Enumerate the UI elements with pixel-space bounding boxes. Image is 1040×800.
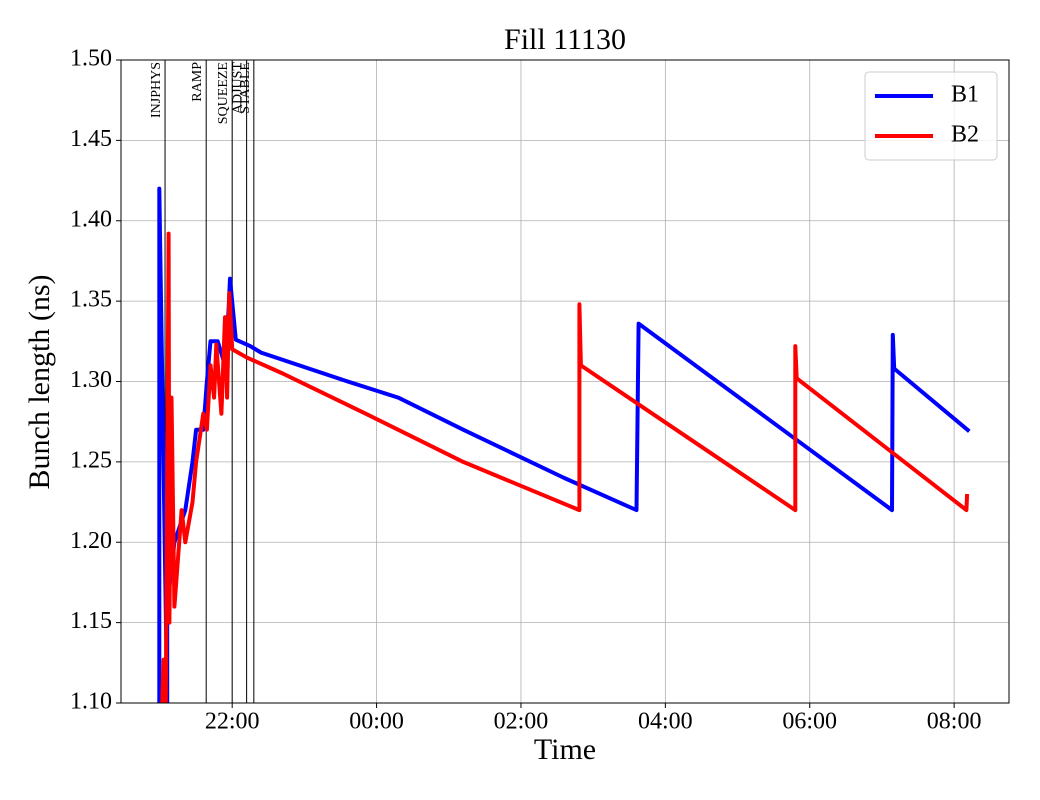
chart-title: Fill 11130 <box>504 23 626 56</box>
x-tick-label: 04:00 <box>638 709 693 735</box>
x-tick-label: 06:00 <box>782 709 837 735</box>
y-tick-label: 1.15 <box>70 608 112 634</box>
y-axis-label: Bunch length (ns) <box>23 275 56 490</box>
y-tick-label: 1.25 <box>70 447 112 473</box>
x-axis-label: Time <box>534 733 596 766</box>
y-tick-label: 1.35 <box>70 287 112 313</box>
x-tick-label: 08:00 <box>927 709 982 735</box>
y-tick-label: 1.45 <box>70 126 112 152</box>
plot-frame <box>120 59 1010 704</box>
y-tick-label: 1.20 <box>70 528 112 554</box>
mode-label: ADJUST <box>231 62 246 115</box>
mode-label: SQUEEZE <box>216 62 231 124</box>
mode-label: RAMP <box>190 62 205 102</box>
legend-label: B1 <box>951 82 979 108</box>
y-tick-label: 1.40 <box>70 206 112 232</box>
mode-label: STABLE <box>238 62 253 114</box>
x-tick-label: 22:00 <box>205 709 260 735</box>
x-tick-label: 00:00 <box>349 709 404 735</box>
series-line <box>160 231 970 703</box>
x-tick-label: 02:00 <box>494 709 549 735</box>
legend-label: B2 <box>951 122 979 148</box>
series-line <box>157 186 971 703</box>
y-tick-label: 1.30 <box>70 367 112 393</box>
mode-label: INJPHYS <box>149 62 164 118</box>
y-tick-label: 1.10 <box>70 689 112 715</box>
y-tick-label: 1.50 <box>70 46 112 72</box>
